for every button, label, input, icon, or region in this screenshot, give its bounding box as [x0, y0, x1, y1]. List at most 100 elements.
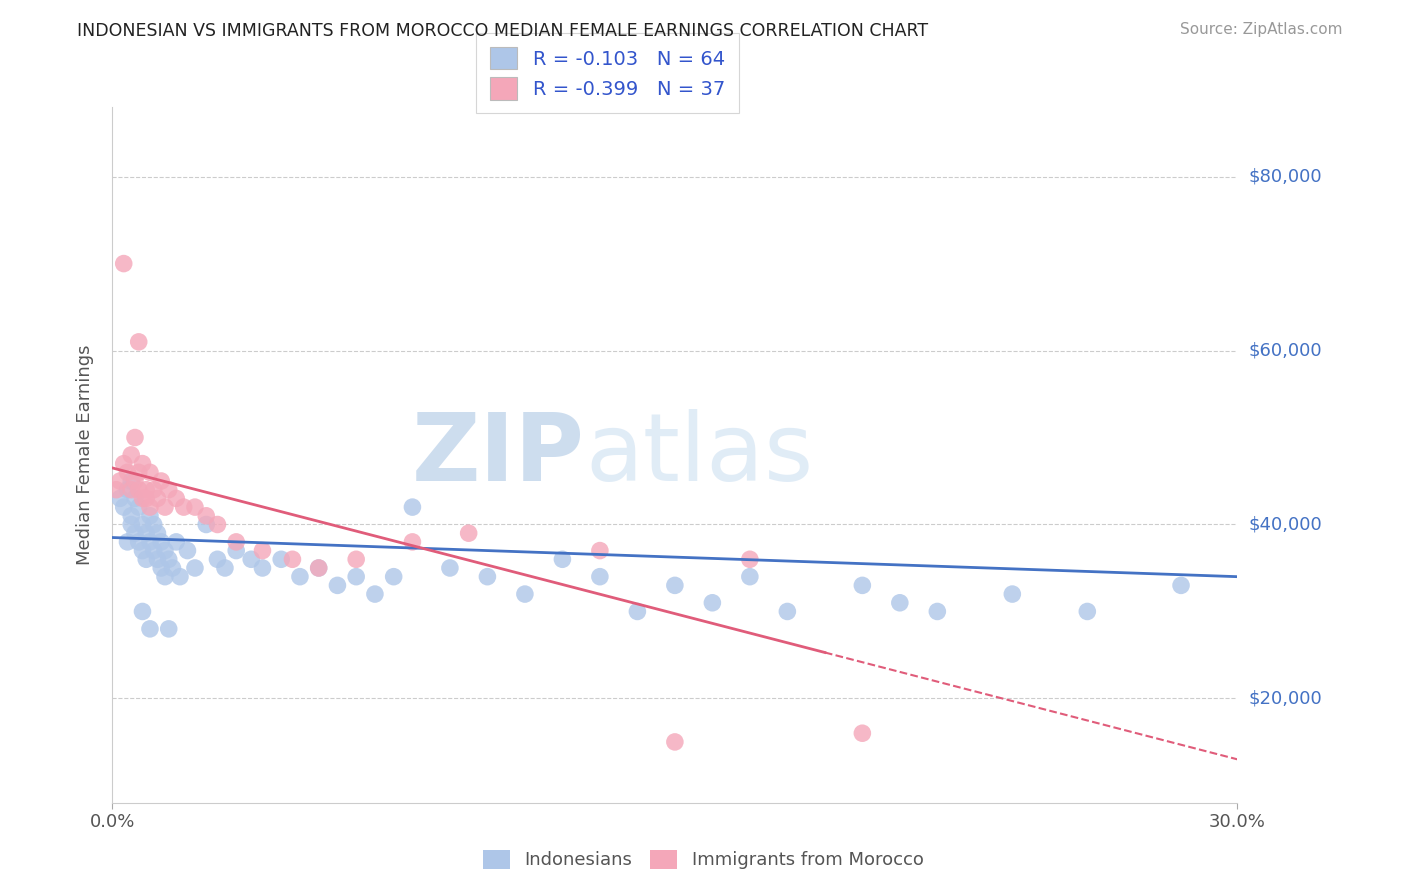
- Point: [131, 543, 153, 558]
- Text: Source: ZipAtlas.com: Source: ZipAtlas.com: [1180, 22, 1343, 37]
- Point: [135, 483, 157, 497]
- Legend: R = -0.103   N = 64, R = -0.399   N = 37: R = -0.103 N = 64, R = -0.399 N = 37: [477, 33, 738, 113]
- Point: [117, 534, 139, 549]
- Point: [195, 517, 218, 532]
- Point: [326, 578, 349, 592]
- Point: [128, 466, 150, 480]
- Text: $60,000: $60,000: [1249, 342, 1322, 359]
- Point: [173, 500, 195, 514]
- Point: [551, 552, 574, 566]
- Point: [851, 578, 873, 592]
- Point: [308, 561, 330, 575]
- Point: [439, 561, 461, 575]
- Point: [589, 570, 612, 584]
- Point: [165, 491, 187, 506]
- Point: [589, 543, 612, 558]
- Point: [135, 552, 157, 566]
- Point: [112, 457, 135, 471]
- Point: [131, 491, 153, 506]
- Point: [105, 483, 128, 497]
- Point: [120, 508, 142, 523]
- Point: [157, 483, 180, 497]
- Point: [270, 552, 292, 566]
- Point: [108, 491, 131, 506]
- Text: $20,000: $20,000: [1249, 690, 1322, 707]
- Point: [165, 534, 187, 549]
- Point: [851, 726, 873, 740]
- Point: [225, 543, 247, 558]
- Point: [135, 526, 157, 541]
- Point: [124, 526, 146, 541]
- Point: [131, 517, 153, 532]
- Point: [108, 474, 131, 488]
- Point: [150, 561, 173, 575]
- Point: [157, 622, 180, 636]
- Point: [120, 474, 142, 488]
- Point: [225, 534, 247, 549]
- Point: [401, 534, 423, 549]
- Point: [131, 605, 153, 619]
- Text: $40,000: $40,000: [1249, 516, 1322, 533]
- Point: [162, 561, 184, 575]
- Point: [157, 552, 180, 566]
- Point: [702, 596, 724, 610]
- Point: [142, 483, 165, 497]
- Point: [139, 466, 162, 480]
- Point: [477, 570, 499, 584]
- Point: [207, 552, 229, 566]
- Point: [169, 570, 191, 584]
- Point: [308, 561, 330, 575]
- Point: [664, 578, 686, 592]
- Point: [146, 552, 169, 566]
- Point: [184, 500, 207, 514]
- Point: [142, 517, 165, 532]
- Point: [738, 570, 761, 584]
- Point: [184, 561, 207, 575]
- Point: [150, 474, 173, 488]
- Point: [124, 430, 146, 444]
- Point: [195, 508, 218, 523]
- Point: [176, 543, 198, 558]
- Point: [364, 587, 387, 601]
- Point: [139, 622, 162, 636]
- Point: [207, 517, 229, 532]
- Point: [288, 570, 311, 584]
- Point: [1170, 578, 1192, 592]
- Point: [120, 483, 142, 497]
- Point: [1076, 605, 1098, 619]
- Point: [344, 570, 367, 584]
- Point: [139, 500, 162, 514]
- Point: [112, 257, 135, 271]
- Point: [117, 466, 139, 480]
- Text: atlas: atlas: [585, 409, 813, 501]
- Point: [281, 552, 304, 566]
- Point: [1001, 587, 1024, 601]
- Point: [153, 570, 176, 584]
- Point: [128, 483, 150, 497]
- Point: [128, 534, 150, 549]
- Point: [150, 534, 173, 549]
- Point: [457, 526, 479, 541]
- Legend: Indonesians, Immigrants from Morocco: Indonesians, Immigrants from Morocco: [474, 841, 932, 879]
- Point: [153, 500, 176, 514]
- Point: [124, 491, 146, 506]
- Point: [124, 474, 146, 488]
- Point: [252, 543, 274, 558]
- Point: [120, 448, 142, 462]
- Point: [128, 334, 150, 349]
- Text: INDONESIAN VS IMMIGRANTS FROM MOROCCO MEDIAN FEMALE EARNINGS CORRELATION CHART: INDONESIAN VS IMMIGRANTS FROM MOROCCO ME…: [77, 22, 928, 40]
- Point: [153, 543, 176, 558]
- Point: [214, 561, 236, 575]
- Point: [252, 561, 274, 575]
- Point: [401, 500, 423, 514]
- Y-axis label: Median Female Earnings: Median Female Earnings: [76, 344, 94, 566]
- Point: [135, 491, 157, 506]
- Point: [927, 605, 949, 619]
- Point: [776, 605, 799, 619]
- Point: [889, 596, 911, 610]
- Point: [120, 517, 142, 532]
- Text: ZIP: ZIP: [412, 409, 585, 501]
- Point: [117, 483, 139, 497]
- Point: [146, 491, 169, 506]
- Point: [142, 543, 165, 558]
